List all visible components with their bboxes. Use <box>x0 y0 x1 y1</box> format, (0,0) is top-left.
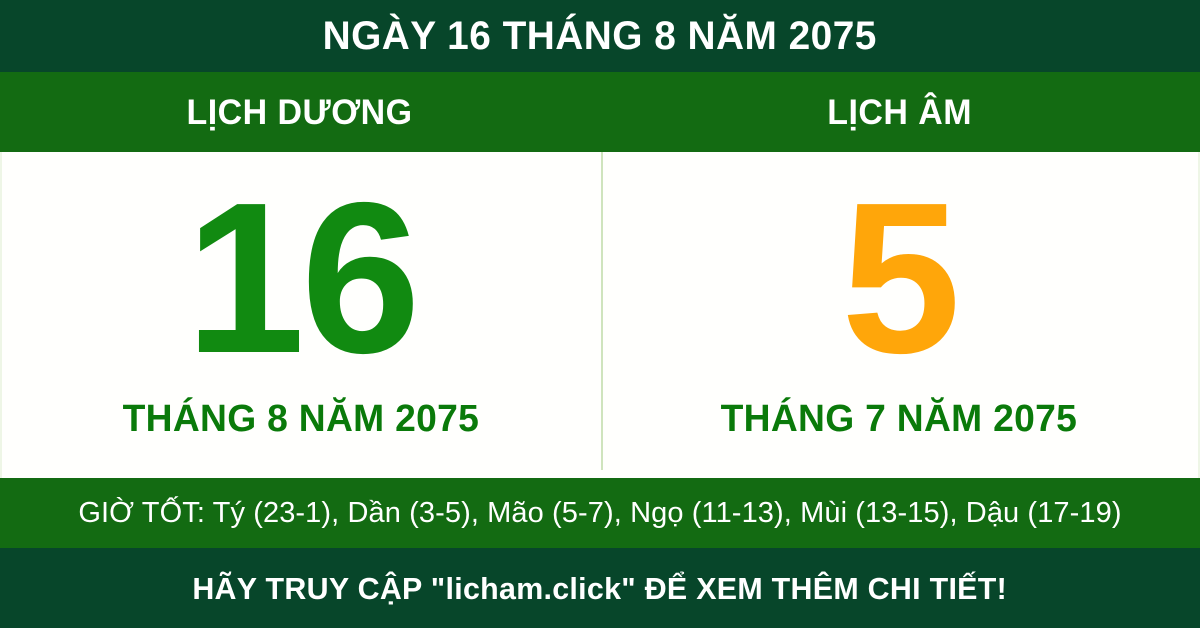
main-panel: 16 THÁNG 8 NĂM 2075 5 THÁNG 7 NĂM 2075 <box>0 152 1200 478</box>
lunar-day-number: 5 <box>841 156 961 398</box>
footer-band: HÃY TRUY CẬP "licham.click" ĐỂ XEM THÊM … <box>0 548 1200 628</box>
footer-cta-text: HÃY TRUY CẬP "licham.click" ĐỂ XEM THÊM … <box>192 570 1008 606</box>
good-hours-band: GIỜ TỐT: Tý (23-1), Dần (3-5), Mão (5-7)… <box>0 478 1200 548</box>
header-band: NGÀY 16 THÁNG 8 NĂM 2075 <box>0 0 1200 72</box>
subheader-cell-solar: LỊCH DƯƠNG <box>0 72 600 152</box>
lunar-column: 5 THÁNG 7 NĂM 2075 <box>600 152 1198 478</box>
good-hours-text: GIỜ TỐT: Tý (23-1), Dần (3-5), Mão (5-7)… <box>78 496 1122 529</box>
column-divider <box>601 152 603 470</box>
lunar-month-year-label: THÁNG 7 NĂM 2075 <box>720 398 1078 440</box>
solar-month-year-label: THÁNG 8 NĂM 2075 <box>122 398 480 440</box>
lunar-calendar-heading: LỊCH ÂM <box>827 92 973 132</box>
subheader-band: LỊCH DƯƠNG LỊCH ÂM <box>0 72 1200 152</box>
solar-day-number: 16 <box>185 156 420 398</box>
solar-calendar-heading: LỊCH DƯƠNG <box>186 92 414 132</box>
solar-column: 16 THÁNG 8 NĂM 2075 <box>2 152 600 478</box>
subheader-cell-lunar: LỊCH ÂM <box>600 72 1200 152</box>
page-title: NGÀY 16 THÁNG 8 NĂM 2075 <box>322 14 878 58</box>
